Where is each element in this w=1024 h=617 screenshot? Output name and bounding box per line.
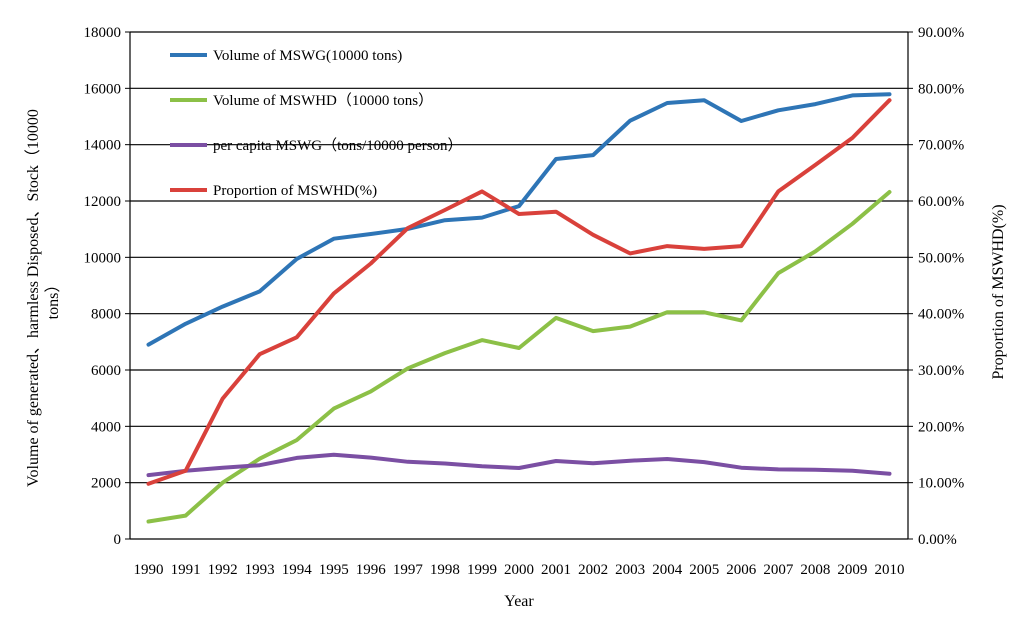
y-tick-label: 10000 (84, 250, 122, 266)
x-tick-label: 1995 (319, 562, 349, 578)
x-tick-label: 1998 (430, 562, 460, 578)
x-tick-label: 1990 (134, 562, 164, 578)
x-tick-label: 1994 (282, 562, 313, 578)
x-tick-label: 2010 (874, 562, 904, 578)
y2-tick-label: 0.00% (918, 532, 957, 548)
x-tick-label: 2009 (837, 562, 867, 578)
y-tick-label: 4000 (91, 419, 121, 435)
left-axis-ticks: 0 2000 4000 6000 8000 10000 12000 14000 16000 180… (84, 25, 122, 548)
x-tick-label: 2007 (763, 562, 794, 578)
y-tick-label: 12000 (84, 194, 122, 210)
gridlines (130, 31, 908, 484)
legend: Volume of MSWG(10000 tons) Volume of MSWH… (170, 48, 463, 199)
right-axis-ticks: 0.00% 10.00% 20.00% 30.00% 40.00% 50.00% 60.00… (918, 25, 964, 548)
y2-axis-title-text: Proportion of MSWHD(%) (990, 204, 1007, 379)
x-tick-label: 1997 (393, 562, 424, 578)
y-axis-title-line-2: tons） (44, 277, 62, 320)
x-tick-label: 2006 (726, 562, 757, 578)
x-tick-label: 1991 (171, 562, 201, 578)
legend-entry: Volume of MSWHD（10000 tons） (213, 92, 433, 109)
y-axis-title-line-1: Volume of generated、harmless Disposed、St… (24, 109, 42, 487)
x-tick-label: 2004 (652, 562, 683, 578)
axes (125, 31, 913, 540)
series-line-4 (146, 98, 892, 486)
legend-entry: Volume of MSWG(10000 tons) (213, 48, 402, 64)
y-tick-label: 6000 (91, 363, 121, 379)
y-tick-label: 16000 (84, 81, 122, 97)
x-axis-title: Year (504, 593, 534, 610)
y2-tick-label: 40.00% (918, 307, 964, 323)
y2-tick-label: 90.00% (918, 25, 964, 41)
y2-tick-label: 50.00% (918, 250, 964, 266)
x-tick-label: 1992 (208, 562, 238, 578)
y2-tick-label: 10.00% (918, 476, 964, 492)
x-tick-label: 2002 (578, 562, 608, 578)
y2-tick-label: 20.00% (918, 419, 964, 435)
series-line-2 (146, 190, 892, 524)
x-tick-label: 2008 (800, 562, 830, 578)
x-tick-label: 1996 (356, 562, 387, 578)
y2-tick-label: 60.00% (918, 194, 964, 210)
x-tick-label: 2000 (504, 562, 534, 578)
y-tick-label: 0 (114, 532, 122, 548)
series-line-3 (146, 452, 892, 478)
series-lines (146, 92, 892, 524)
y2-tick-label: 80.00% (918, 81, 964, 97)
y-tick-label: 2000 (91, 476, 121, 492)
x-axis-ticks: 1990 1991 1992 1993 1994 1995 1996 1997 1998 1999… (134, 562, 905, 578)
x-tick-label: 2001 (541, 562, 571, 578)
x-tick-label: 1999 (467, 562, 497, 578)
y-tick-label: 14000 (84, 138, 122, 154)
y-tick-label: 18000 (84, 25, 122, 41)
series-line-1 (146, 92, 892, 347)
y2-tick-label: 70.00% (918, 138, 964, 154)
x-tick-label: 2003 (615, 562, 645, 578)
y2-axis-title: Proportion of MSWHD(%) (990, 204, 1007, 379)
y-axis-title: Volume of generated、harmless Disposed、St… (24, 109, 62, 487)
legend-entry: per capita MSWG（tons/10000 person） (213, 137, 463, 154)
legend-entry: Proportion of MSWHD(%) (213, 183, 377, 199)
x-tick-label: 2005 (689, 562, 719, 578)
y-tick-label: 8000 (91, 307, 121, 323)
x-tick-label: 1993 (245, 562, 275, 578)
y2-tick-label: 30.00% (918, 363, 964, 379)
